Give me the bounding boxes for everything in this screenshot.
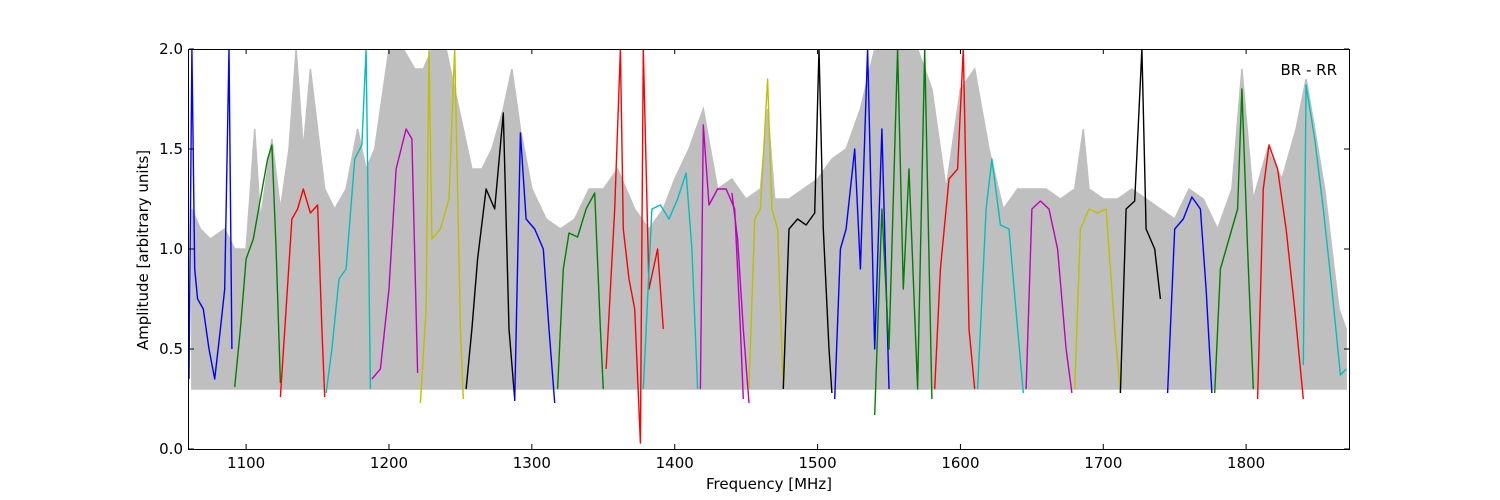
series-line-11 — [699, 124, 744, 400]
series-line-5 — [419, 49, 464, 404]
chart-annotation: BR - RR — [1280, 61, 1337, 79]
axis-ticks: 1100 1200 1300 1400 1500 1600 1700 1800 0.0 0.5 1.… — [159, 40, 1349, 472]
y-tick-label: 0.5 — [159, 340, 183, 358]
series-line-18 — [976, 158, 1024, 394]
series-line-21 — [1119, 49, 1162, 394]
y-tick-label: 1.0 — [159, 240, 183, 258]
series-line-14 — [782, 49, 833, 394]
series-line-10 — [642, 172, 699, 390]
series-line-4 — [371, 128, 419, 380]
plot-area — [189, 49, 1347, 444]
envelope-band — [191, 49, 1347, 390]
plot-frame — [188, 49, 1350, 450]
series-line-17 — [934, 49, 976, 390]
series-line-20 — [1074, 208, 1122, 394]
series-line-24 — [1256, 144, 1304, 400]
y-axis-label: Amplitude [arbitrary units] — [134, 150, 152, 350]
series-line-22 — [1166, 196, 1213, 394]
series-line-8 — [556, 192, 604, 390]
x-tick-label: 1700 — [1084, 454, 1122, 472]
y-tick-label: 2.0 — [159, 40, 183, 58]
series-line-13 — [748, 78, 784, 390]
series-line-16 — [874, 49, 933, 416]
x-tick-label: 1400 — [656, 454, 694, 472]
x-tick-label: 1200 — [370, 454, 408, 472]
x-tick-label: 1800 — [1227, 454, 1265, 472]
x-tick-label: 1100 — [227, 454, 265, 472]
series-line-3 — [325, 49, 372, 394]
series-line-19 — [1025, 200, 1073, 394]
x-axis-label: Frequency [MHz] — [706, 475, 832, 493]
series-line-7 — [514, 132, 556, 404]
x-tick-label: 1300 — [513, 454, 551, 472]
series-line-1 — [234, 144, 282, 388]
series-line-2 — [279, 188, 326, 398]
series-line-15 — [834, 49, 890, 400]
y-tick-label: 0.0 — [159, 440, 183, 458]
series-line-23 — [1214, 88, 1254, 394]
series-line-6 — [465, 112, 516, 400]
x-tick-label: 1500 — [798, 454, 836, 472]
y-tick-label: 1.5 — [159, 140, 183, 158]
series-line-12 — [731, 192, 750, 404]
x-tick-label: 1600 — [941, 454, 979, 472]
series-line-9 — [605, 49, 664, 444]
series-line-25 — [1302, 84, 1347, 376]
series-line-0 — [189, 49, 233, 380]
